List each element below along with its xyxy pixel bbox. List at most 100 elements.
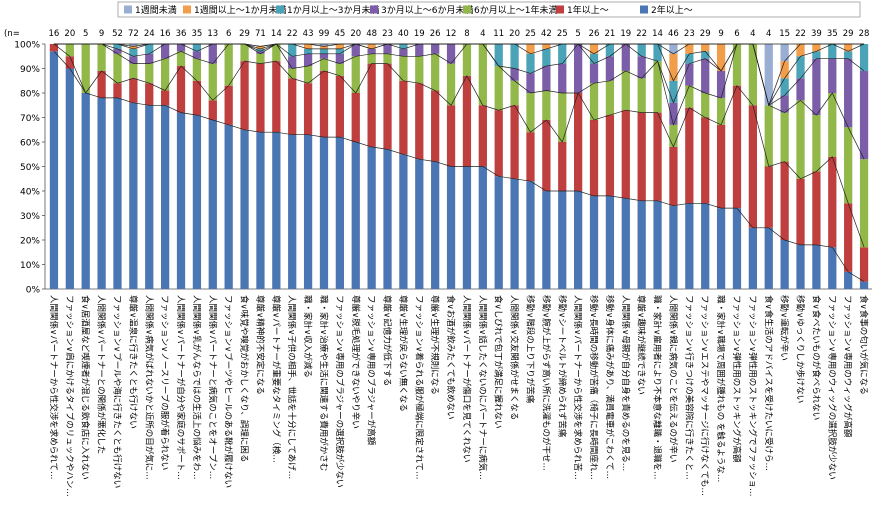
bar-segment	[97, 97, 106, 290]
bar-segment	[303, 83, 313, 135]
legend-swatch	[276, 5, 284, 14]
bar-segment	[65, 68, 74, 289]
bar-segment	[367, 48, 376, 54]
n-label: 42	[541, 29, 552, 39]
bar-segment	[446, 105, 456, 167]
n-label: 36	[176, 29, 187, 39]
bar-segment	[859, 44, 869, 71]
category-label: 食∨食生活のアドバイスを受けたいに受けら…	[763, 295, 774, 471]
bar-segment	[224, 124, 233, 289]
bar-segment	[256, 132, 265, 289]
bar-segment	[574, 191, 583, 289]
bar-segment	[335, 137, 344, 289]
bar-segment	[510, 44, 519, 69]
n-label: 48	[366, 29, 377, 39]
bar-segment	[669, 124, 678, 147]
n-label: 13	[207, 29, 218, 39]
bar-segment	[446, 44, 456, 64]
category-label: ファッション∨専用のブラジャーが高額	[366, 295, 377, 446]
bar-segment	[65, 56, 74, 69]
bar-segment	[510, 80, 519, 106]
bars	[49, 44, 869, 290]
bar-segment	[812, 244, 821, 289]
bar-segment	[367, 146, 376, 289]
category-label: 尊厳∨脱毛処理ができないやり辛い	[350, 295, 361, 429]
bar-segment	[399, 56, 408, 81]
legend-entry: 1週間以上～1か月未満	[194, 4, 286, 16]
bar-segment	[462, 166, 472, 289]
n-label: 15	[779, 29, 790, 39]
bar-segment	[685, 85, 694, 108]
category-label: 職・家計∨雇用者により不本意な離職・退職を…	[652, 295, 663, 480]
category-label: 尊厳∨パートナーが重要なタイミング（検…	[270, 295, 281, 463]
bar-segment	[605, 44, 615, 57]
n-label: 23	[382, 29, 393, 39]
bar-segment	[113, 97, 122, 290]
bar-segment	[176, 66, 186, 113]
bar-segment	[383, 149, 392, 289]
category-label: ファッション∨弾性用のストッキングでファッショ…	[747, 295, 758, 496]
bar-segment	[685, 203, 694, 289]
bar-segment	[859, 247, 869, 282]
bar-segment	[176, 51, 186, 67]
bar-segment	[669, 102, 678, 125]
bar-segment	[701, 117, 710, 204]
n-label: 40	[398, 29, 409, 39]
bar-segment	[780, 61, 789, 79]
bar-segment	[494, 66, 503, 111]
n-label: 46	[668, 29, 679, 39]
bar-segment	[812, 44, 821, 52]
bar-segment	[335, 48, 344, 54]
bar-segment	[701, 44, 710, 52]
n-label: 22	[636, 29, 647, 39]
bar-segment	[462, 75, 472, 167]
bar-segment	[176, 112, 186, 289]
y-tick-label: 50%	[20, 163, 40, 173]
n-label: 22	[795, 29, 806, 39]
bar-segment	[383, 44, 392, 54]
category-label: 人間関係∨病気がばれないかと近所の目が気に…	[143, 295, 154, 480]
bar-segment	[351, 44, 360, 57]
bar-segment	[319, 137, 329, 289]
bar-segment	[240, 44, 249, 62]
bar-segment	[161, 90, 170, 106]
bar-segment	[113, 44, 122, 49]
bar-segment	[589, 63, 599, 84]
bar-segment	[669, 146, 678, 206]
bar-segment	[812, 115, 821, 172]
bar-segment	[367, 63, 376, 147]
bar-segment	[510, 105, 519, 179]
bar-segment	[685, 53, 694, 64]
bar-segment	[256, 63, 265, 133]
bar-segment	[367, 53, 376, 64]
bar-segment	[192, 80, 202, 116]
y-tick-label: 90%	[20, 65, 40, 75]
bar-segment	[669, 44, 678, 54]
n-label: 23	[684, 29, 695, 39]
category-label: 移動∨腕が上がらず高い所に洗濯ものが干せ…	[540, 295, 551, 471]
n-label: 5	[83, 29, 88, 39]
category-label: 尊厳∨精神的不安定になる	[254, 295, 265, 395]
bar-segment	[510, 178, 519, 289]
bar-segment	[113, 48, 122, 54]
bar-segment	[685, 63, 694, 86]
bar-segment	[796, 78, 805, 101]
bar-segment	[732, 85, 742, 209]
n-label: 8	[464, 29, 469, 39]
bar-segment	[272, 61, 281, 133]
category-label: 食∨食べたいものが食べられない	[810, 295, 821, 420]
bar-segment	[81, 93, 90, 289]
bar-segment	[859, 70, 869, 160]
bar-segment	[844, 44, 853, 52]
n-label: 4	[766, 29, 771, 39]
bar-segment	[399, 154, 408, 289]
bar-segment	[764, 44, 773, 106]
n-label: 4	[480, 29, 485, 39]
n-label: 11	[493, 29, 504, 39]
bar-segment	[415, 56, 424, 84]
bar-segment	[351, 93, 360, 142]
n-label: 20	[64, 29, 75, 39]
category-label: 人間関係∨子供の相手、世話を十分にしてあげ…	[286, 295, 297, 479]
bar-segment	[796, 178, 805, 245]
